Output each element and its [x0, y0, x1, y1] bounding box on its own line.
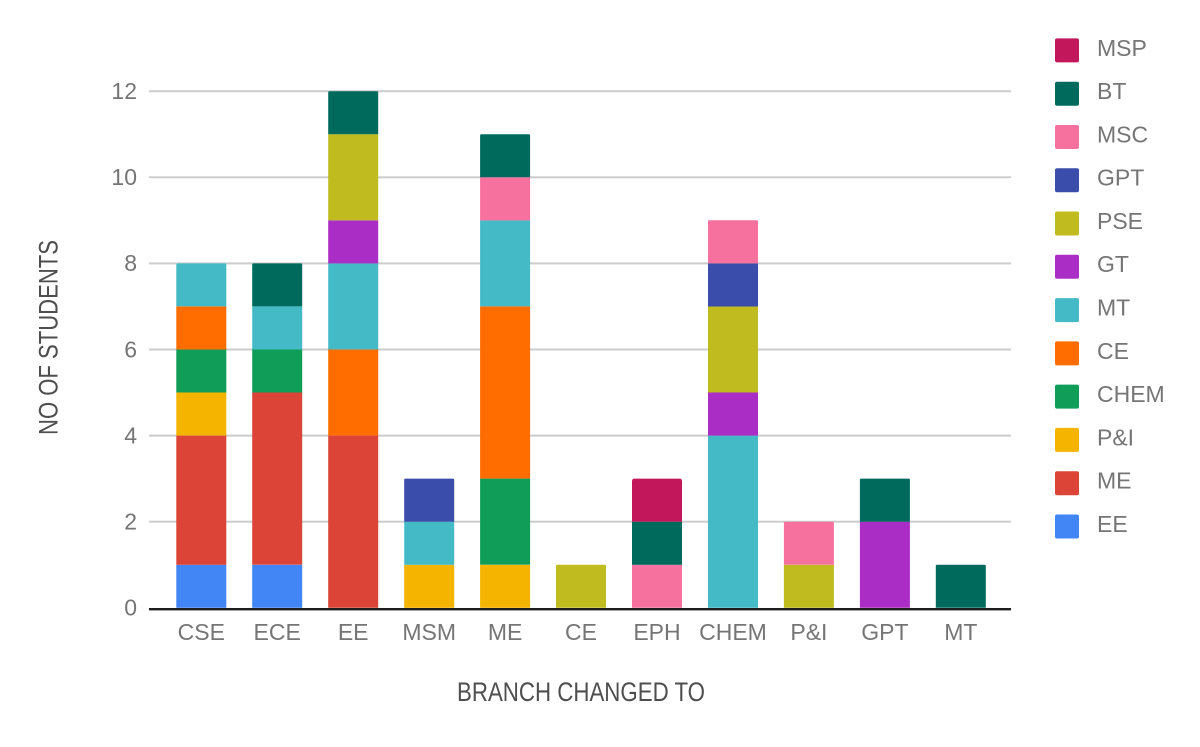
svg-text:MSC: MSC [1097, 121, 1148, 147]
svg-text:0: 0 [124, 595, 137, 621]
svg-text:GPT: GPT [861, 619, 908, 645]
svg-text:BT: BT [1097, 78, 1126, 104]
svg-text:P&I: P&I [1097, 424, 1134, 450]
svg-text:12: 12 [111, 78, 137, 104]
svg-text:CSE: CSE [178, 619, 225, 645]
svg-text:EE: EE [1097, 511, 1128, 537]
svg-text:GPT: GPT [1097, 165, 1144, 191]
svg-text:CE: CE [565, 619, 597, 645]
svg-text:ME: ME [1097, 468, 1132, 494]
svg-text:GT: GT [1097, 251, 1129, 277]
svg-text:MT: MT [1097, 295, 1130, 321]
svg-text:CE: CE [1097, 338, 1129, 364]
svg-text:8: 8 [124, 250, 137, 276]
svg-text:10: 10 [111, 164, 137, 190]
svg-text:MSP: MSP [1097, 35, 1147, 61]
svg-text:EPH: EPH [633, 619, 680, 645]
svg-text:2: 2 [124, 509, 137, 535]
svg-text:6: 6 [124, 336, 137, 362]
svg-text:ME: ME [488, 619, 523, 645]
svg-text:CHEM: CHEM [699, 619, 767, 645]
svg-text:MT: MT [944, 619, 977, 645]
svg-text:CHEM: CHEM [1097, 381, 1165, 407]
svg-text:NO OF STUDENTS: NO OF STUDENTS [34, 240, 64, 435]
svg-text:P&I: P&I [790, 619, 827, 645]
svg-text:4: 4 [124, 422, 137, 448]
svg-text:ECE: ECE [254, 619, 301, 645]
svg-text:PSE: PSE [1097, 208, 1143, 234]
svg-text:BRANCH CHANGED TO: BRANCH CHANGED TO [457, 677, 705, 707]
svg-text:MSM: MSM [402, 619, 456, 645]
svg-text:EE: EE [338, 619, 369, 645]
